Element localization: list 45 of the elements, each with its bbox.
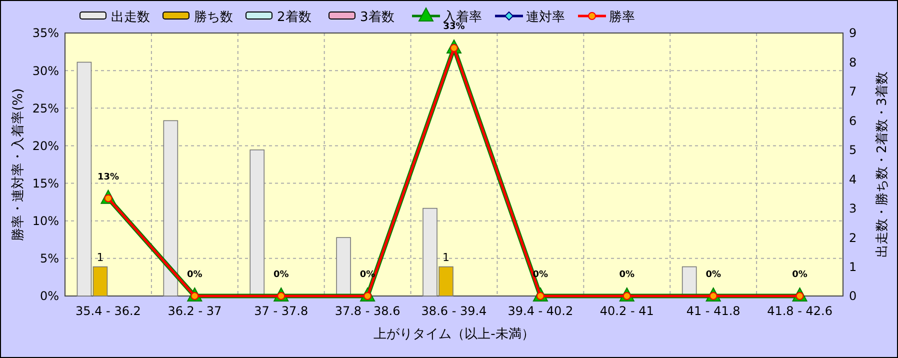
y-tick-label: 30% [32,64,59,78]
data-label: 0% [273,270,289,280]
y-tick-label: 20% [32,138,59,153]
data-label: 1 [96,250,104,264]
x-tick-label: 35.4 - 36.2 [76,304,141,318]
x-tick-label: 37.8 - 38.6 [334,304,400,318]
data-label: 0% [706,270,721,280]
x-tick-label: 36.2 - 37 [168,304,222,318]
data-label: 13% [97,172,119,182]
data-label: 0% [619,270,635,280]
x-tick-label: 39.4 - 40.2 [508,304,574,318]
data-label: 0% [792,270,808,280]
y2-tick-label: 6 [849,114,857,128]
y2-tick-label: 5 [849,143,857,158]
x-tick-label: 40.2 - 41 [600,304,654,318]
y2-tick-label: 9 [849,26,857,40]
y2-tick-label: 8 [849,55,857,70]
y-tick-label: 5% [40,252,59,266]
y2-tick-label: 2 [849,230,857,245]
legend-label: 出走数 [111,10,150,25]
x-tick-label: 38.6 - 39.4 [421,304,487,318]
y2-tick-label: 0 [849,289,857,304]
data-label: 0% [187,270,202,280]
data-label: 1 [442,250,450,264]
data-label: 33% [443,22,465,32]
y-tick-label: 0% [40,289,59,304]
legend-label: 2着数 [277,9,312,25]
y-tick-label: 25% [32,101,59,116]
legend-label: 勝ち数 [194,10,233,25]
legend-label: 3着数 [360,9,394,25]
x-axis-title: 上がりタイム（以上-未満） [374,327,534,342]
legend-label: 勝率 [609,9,635,25]
y-axis-title: 勝率・連対率・入着率(%) [10,88,26,241]
y2-tick-label: 1 [849,260,857,274]
x-tick-label: 41.8 - 42.6 [767,304,832,318]
y2-tick-label: 7 [849,84,857,99]
y2-tick-label: 3 [849,202,857,216]
x-tick-label: 41 - 41.8 [686,304,740,318]
y-tick-label: 15% [32,176,59,190]
y2-tick-label: 4 [849,172,857,186]
y-tick-label: 10% [32,214,59,228]
legend-label: 連対率 [526,9,565,25]
y-tick-label: 35% [32,26,59,40]
x-tick-label: 37 - 37.8 [254,304,308,318]
y2-axis-title: 出走数・勝ち数・2着数・3着数 [874,72,890,258]
